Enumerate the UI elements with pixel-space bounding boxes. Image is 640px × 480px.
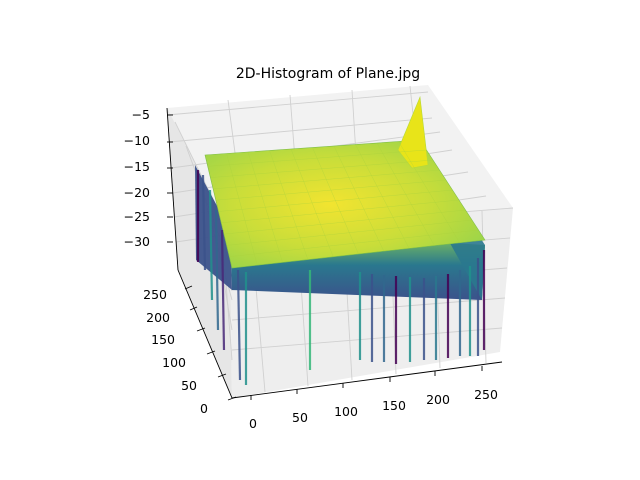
z-axis-line: [166, 107, 179, 271]
z-tick-labels: −30 −25 −20 −15 −10 −5: [124, 107, 150, 249]
surface-dropout: [201, 174, 207, 271]
y-tick-label: 100: [162, 355, 186, 370]
y-tick-labels: 050 100 150 200 250: [143, 287, 208, 416]
y-tick-label: 250: [143, 287, 167, 302]
y-tick-label: 50: [181, 378, 197, 393]
surface-dropout: [208, 189, 214, 301]
x-tick-label: 0: [249, 416, 257, 431]
axis-lines: [166, 107, 503, 399]
x-tick-labels: 0 50 100 150 200 250: [249, 387, 498, 431]
y-tick-label: 150: [151, 332, 175, 347]
y-tick-label: 200: [146, 310, 170, 325]
x-tick-label: 200: [426, 392, 450, 407]
z-tick-label: −5: [132, 107, 150, 122]
x-axis-line: [231, 361, 503, 399]
x-tick-label: 100: [334, 404, 358, 419]
surface: [195, 95, 486, 385]
x-tick-label: 250: [474, 387, 498, 402]
z-tick-label: −30: [124, 234, 150, 249]
x-tick-label: 150: [382, 398, 406, 413]
z-tick-label: −25: [124, 209, 150, 224]
chart-title: 2D-Histogram of Plane.jpg: [236, 66, 420, 82]
x-tick-label: 50: [292, 410, 308, 425]
surface-dropout: [220, 229, 226, 351]
z-tick-label: −10: [124, 133, 150, 148]
surface-dropout: [214, 209, 220, 331]
y-axis-line: [177, 269, 233, 399]
z-tick-label: −15: [124, 159, 150, 174]
surface-dropout: [236, 269, 242, 381]
tick-marks: [167, 114, 483, 401]
y-tick-label: 0: [200, 401, 208, 416]
z-tick-label: −20: [124, 185, 150, 200]
